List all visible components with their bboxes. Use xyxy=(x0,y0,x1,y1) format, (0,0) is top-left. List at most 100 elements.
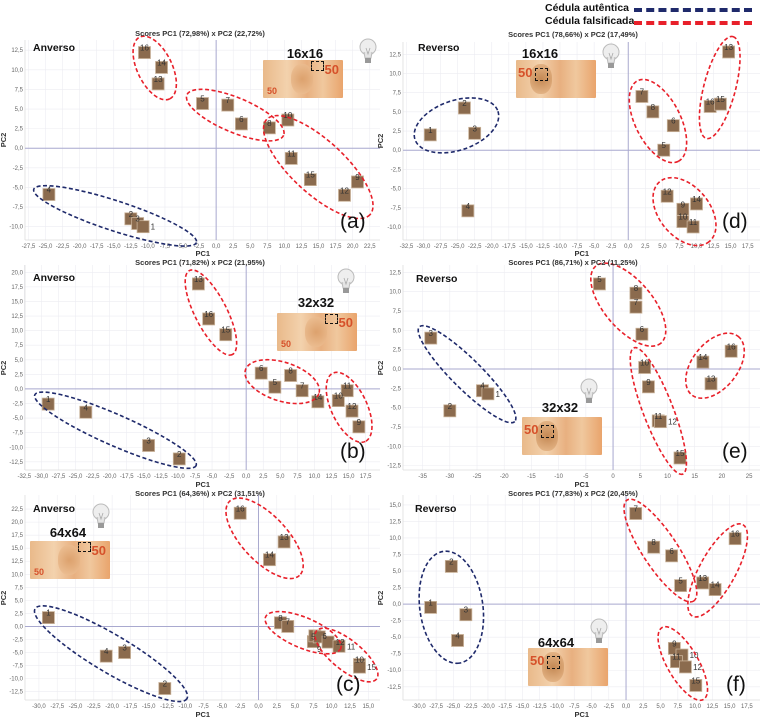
data-point-label: 16 xyxy=(236,504,245,513)
data-point-label: 14 xyxy=(265,551,274,560)
y-tick-label: -5,0 xyxy=(13,416,24,422)
y-tick-label: 15,0 xyxy=(11,546,23,552)
x-tick-label: 20,0 xyxy=(347,244,359,250)
data-point-label: 14 xyxy=(711,581,720,590)
x-tick-label: 2,5 xyxy=(229,244,238,250)
group-ellipse-counterfeit xyxy=(185,88,285,142)
x-tick-label: -17,5 xyxy=(498,704,512,710)
y-tick-label: -2,5 xyxy=(13,637,24,643)
data-point-label: 14 xyxy=(698,353,707,362)
x-tick-label: -22,5 xyxy=(464,704,478,710)
x-tick-label: 15,0 xyxy=(725,244,737,250)
x-tick-label: -17,5 xyxy=(120,474,134,480)
y-tick-label: -5,0 xyxy=(391,635,402,641)
y-tick-label: -12,5 xyxy=(9,690,23,696)
group-ellipse-counterfeit xyxy=(314,627,379,683)
x-tick-label: -25,0 xyxy=(447,704,461,710)
data-point-label: 4 xyxy=(84,403,89,412)
data-point-label: 7 xyxy=(226,96,231,105)
y-tick-label: 5,0 xyxy=(15,107,24,113)
x-tick-label: -10,0 xyxy=(141,244,155,250)
data-point-label: 10 xyxy=(334,392,343,401)
group-ellipse-counterfeit xyxy=(184,269,238,356)
legend-counterfeit-line xyxy=(634,21,752,25)
x-tick-label: 15 xyxy=(691,474,698,480)
chart-title: Scores PC1 (71,82%) x PC2 (21,95%) xyxy=(135,258,265,267)
data-point-label: 15 xyxy=(367,663,376,672)
data-point-marker xyxy=(277,535,291,549)
data-point-marker xyxy=(196,97,209,110)
data-point-label: 7 xyxy=(634,298,639,307)
data-point-label: 3 xyxy=(464,606,469,615)
group-ellipse-counterfeit xyxy=(262,114,374,220)
y-tick-label: -7,5 xyxy=(13,205,24,211)
x-tick-label: -35 xyxy=(418,474,427,480)
panel-letter: (f) xyxy=(726,673,746,696)
data-point-label: 4 xyxy=(466,202,471,211)
y-tick-label: -2,5 xyxy=(391,167,402,173)
x-tick-label: 17,5 xyxy=(742,244,754,250)
x-tick-label: 17,5 xyxy=(330,244,342,250)
data-point-marker xyxy=(451,634,464,647)
legend-authentic-label: Cédula autêntica xyxy=(545,2,630,14)
resolution-label: 16x16 xyxy=(286,46,324,61)
data-point-label: 2 xyxy=(163,680,168,689)
x-tick-label: 12,5 xyxy=(326,474,338,480)
y-tick-label: -10,0 xyxy=(9,445,23,451)
y-tick-label: 2,5 xyxy=(15,611,24,617)
group-ellipse-counterfeit xyxy=(623,498,698,603)
data-point-label: 16 xyxy=(140,44,149,53)
x-tick-label: -20,0 xyxy=(103,474,117,480)
y-tick-label: 2,5 xyxy=(393,348,402,354)
data-point-label: 12 xyxy=(348,402,357,411)
data-point-label: 7 xyxy=(300,382,305,391)
y-tick-label: 7,5 xyxy=(15,585,24,591)
x-tick-label: 5,0 xyxy=(658,244,667,250)
banknote-side-label: Anverso xyxy=(33,272,76,284)
x-tick-label: 5,0 xyxy=(276,474,285,480)
y-tick-label: 15,0 xyxy=(11,299,23,305)
y-tick-label: 12,5 xyxy=(389,52,401,58)
x-tick-label: 12,5 xyxy=(707,704,719,710)
x-tick-label: -30,0 xyxy=(35,474,49,480)
data-point-marker xyxy=(219,328,233,342)
data-point-marker xyxy=(629,507,643,520)
data-point-marker xyxy=(646,105,660,119)
x-tick-label: -10,0 xyxy=(550,704,564,710)
data-point-label: 9 xyxy=(357,418,362,427)
x-tick-label: 7,5 xyxy=(674,704,683,710)
data-point-marker xyxy=(235,117,248,131)
data-point-label: 1 xyxy=(428,598,433,607)
group-ellipse-authentic xyxy=(33,391,198,470)
x-tick-label: -27,5 xyxy=(52,474,66,480)
y-tick-label: -10,0 xyxy=(9,677,23,683)
banknote-image: 50 50 xyxy=(30,541,110,579)
x-tick-label: -17,5 xyxy=(124,704,138,710)
y-tick-label: 12,5 xyxy=(11,48,23,54)
data-point-marker xyxy=(674,579,687,592)
data-point-marker xyxy=(295,384,309,398)
y-tick-label: 12,5 xyxy=(389,519,401,525)
x-tick-label: -12,5 xyxy=(124,244,138,250)
data-point-marker xyxy=(233,506,247,520)
x-tick-label: -32,5 xyxy=(17,474,31,480)
group-ellipse-counterfeit xyxy=(244,358,321,405)
data-point-label: 11 xyxy=(672,653,681,662)
x-tick-label: 10,0 xyxy=(279,244,291,250)
y-tick-label: -7,5 xyxy=(13,664,24,670)
y-tick-label: 22,5 xyxy=(11,507,23,513)
data-point-marker xyxy=(444,560,458,573)
data-point-label: 14 xyxy=(692,195,701,204)
x-tick-label: -25,0 xyxy=(69,704,83,710)
data-point-marker xyxy=(136,220,150,234)
x-tick-label: 10,0 xyxy=(309,474,321,480)
data-point-label: 15 xyxy=(716,95,725,104)
panel-letter: (d) xyxy=(722,210,748,233)
x-axis-label: PC1 xyxy=(574,480,590,489)
y-tick-label: -12,5 xyxy=(387,464,401,470)
data-point-marker xyxy=(155,61,168,74)
chart-title: Scores PC1 (86,71%) x PC2 (11,25%) xyxy=(508,258,638,267)
data-point-label: 15 xyxy=(221,326,230,335)
x-tick-label: 2,5 xyxy=(641,244,650,250)
data-point-marker xyxy=(468,126,482,140)
